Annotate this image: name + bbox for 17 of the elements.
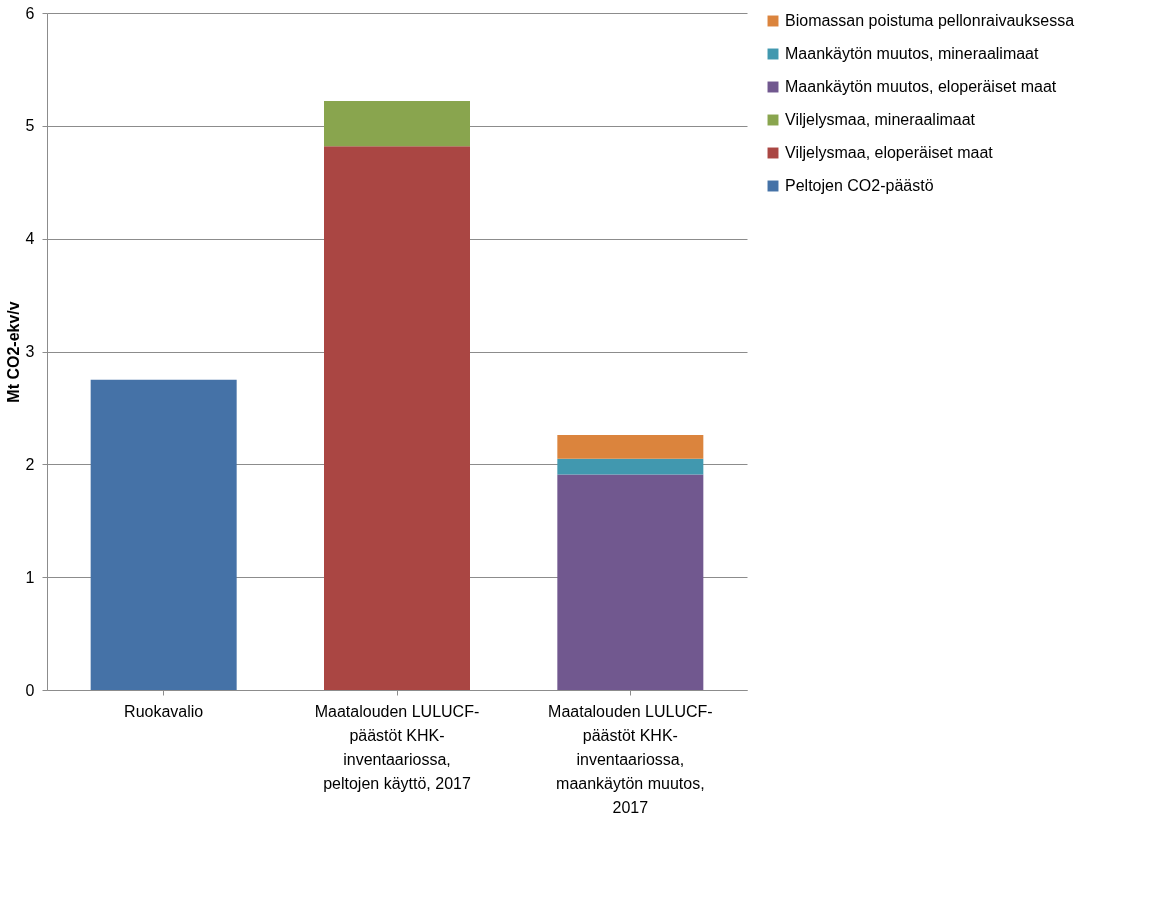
legend-label: Maankäytön muutos, mineraalimaat xyxy=(785,45,1040,62)
legend-label: Maankäytön muutos, eloperäiset maat xyxy=(785,78,1057,95)
legend-label: Viljelysmaa, mineraalimaat xyxy=(785,111,976,128)
x-tick-label: Maatalouden LULUCF-päästöt KHK-inventaariossa, maankäytön muutos, 2017 xyxy=(548,702,713,816)
y-tick-label: 1 xyxy=(25,568,35,586)
legend-label: Viljelysmaa, eloperäiset maat xyxy=(785,144,994,161)
y-tick-label: 0 xyxy=(25,681,35,699)
y-tick-label: 4 xyxy=(25,230,35,248)
legend-label: Peltojen CO2-päästö xyxy=(785,177,934,194)
y-tick-label: 5 xyxy=(25,117,35,135)
y-tick-label: 2 xyxy=(25,455,35,473)
legend-label: Biomassan poistuma pellonraivauksessa xyxy=(785,12,1075,29)
y-axis-title: Mt CO2-ekv/v xyxy=(4,301,22,403)
y-tick-label: 3 xyxy=(25,343,35,360)
x-tick-label: Ruokavalio xyxy=(124,702,204,720)
y-tick-label: 6 xyxy=(25,4,35,22)
x-tick-label: Maatalouden LULUCF-päästöt KHK-inventaariossa, peltojen käyttö, 2017 xyxy=(314,702,480,792)
